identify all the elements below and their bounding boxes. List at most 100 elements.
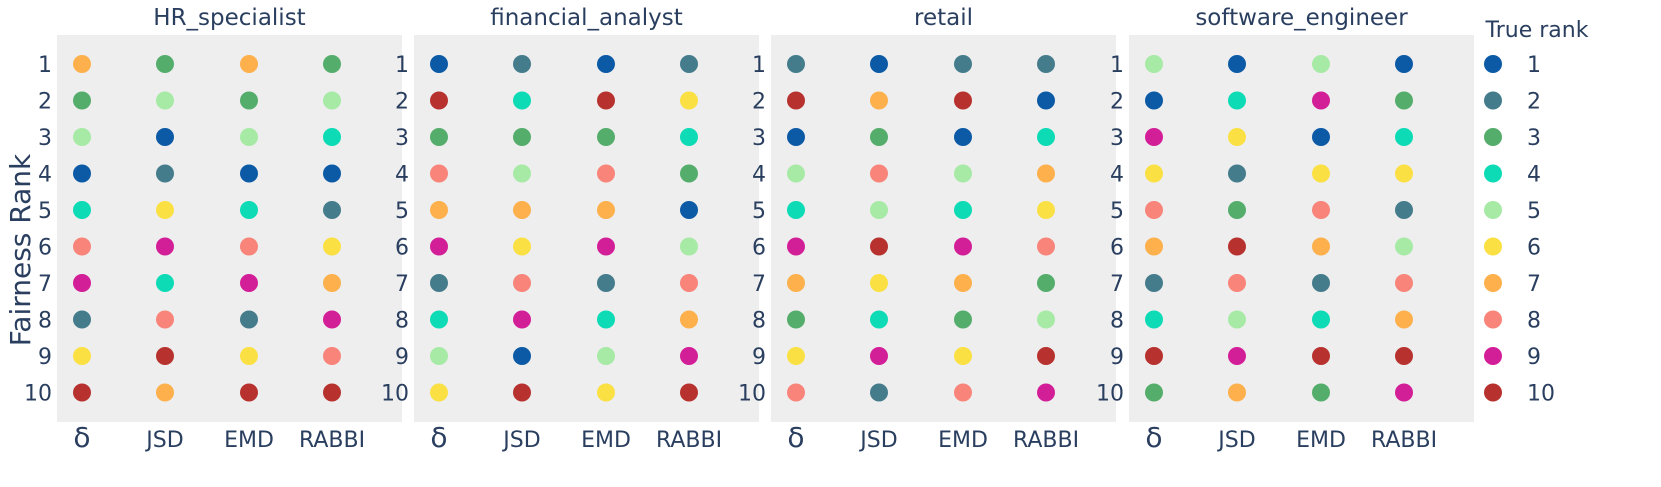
data-point[interactable]: software_engineer JSD: fairness 8, true … xyxy=(1228,310,1246,329)
data-point[interactable]: HR_specialist JSD: fairness 8, true 8 xyxy=(156,310,174,329)
data-point[interactable]: software_engineer JSD: fairness 5, true … xyxy=(1228,201,1246,219)
data-point[interactable]: financial_analyst δ: fairness 6, true 9 xyxy=(430,237,448,256)
legend[interactable]: True rank 1 2 3 4 5 6 7 8 9 10 xyxy=(1484,18,1589,407)
data-point[interactable]: retail JSD: fairness 6, true 10 xyxy=(870,237,888,256)
data-point[interactable]: retail δ: fairness 10, true 8 xyxy=(787,383,805,402)
data-point[interactable]: HR_specialist EMD: fairness 10, true 10 xyxy=(240,383,258,402)
data-point[interactable]: HR_specialist RABBI: fairness 7, true 7 xyxy=(323,274,341,292)
data-point[interactable]: HR_specialist δ: fairness 6, true 8 xyxy=(73,237,91,256)
data-point[interactable]: HR_specialist δ: fairness 9, true 6 xyxy=(73,347,91,365)
data-point[interactable]: financial_analyst JSD: fairness 4, true … xyxy=(513,164,531,183)
data-point[interactable]: HR_specialist δ: fairness 8, true 2 xyxy=(73,310,91,329)
data-point[interactable]: HR_specialist RABBI: fairness 6, true 6 xyxy=(323,237,341,256)
data-point[interactable]: retail δ: fairness 2, true 10 xyxy=(787,91,805,110)
data-point[interactable]: retail δ: fairness 3, true 1 xyxy=(787,128,805,146)
data-point[interactable]: software_engineer JSD: fairness 7, true … xyxy=(1228,274,1246,292)
data-point[interactable]: HR_specialist EMD: fairness 3, true 5 xyxy=(240,128,258,146)
data-point[interactable]: financial_analyst δ: fairness 5, true 7 xyxy=(430,201,448,219)
data-point[interactable]: retail δ: fairness 7, true 7 xyxy=(787,274,805,292)
legend-item[interactable]: 6 xyxy=(1484,236,1541,261)
data-point[interactable]: financial_analyst JSD: fairness 8, true … xyxy=(513,310,531,329)
data-point[interactable]: software_engineer JSD: fairness 9, true … xyxy=(1228,347,1246,365)
legend-item[interactable]: 7 xyxy=(1484,272,1541,297)
data-point[interactable]: financial_analyst δ: fairness 4, true 8 xyxy=(430,164,448,183)
data-point[interactable]: financial_analyst δ: fairness 10, true 6 xyxy=(430,383,448,402)
data-point[interactable]: retail δ: fairness 4, true 5 xyxy=(787,164,805,183)
data-point[interactable]: financial_analyst RABBI: fairness 8, tru… xyxy=(680,310,698,329)
data-point[interactable]: financial_analyst EMD: fairness 9, true … xyxy=(597,347,615,365)
legend-item[interactable]: 5 xyxy=(1484,199,1541,224)
data-point[interactable]: software_engineer EMD: fairness 3, true … xyxy=(1312,128,1330,146)
data-point[interactable]: financial_analyst JSD: fairness 10, true… xyxy=(513,383,531,402)
data-point[interactable]: HR_specialist EMD: fairness 5, true 4 xyxy=(240,201,258,219)
data-point[interactable]: software_engineer JSD: fairness 10, true… xyxy=(1228,383,1246,402)
data-point[interactable]: financial_analyst RABBI: fairness 2, tru… xyxy=(680,91,698,110)
data-point[interactable]: financial_analyst JSD: fairness 2, true … xyxy=(513,91,531,110)
data-point[interactable]: software_engineer δ: fairness 4, true 6 xyxy=(1145,164,1163,183)
data-point[interactable]: financial_analyst δ: fairness 8, true 4 xyxy=(430,310,448,329)
data-point[interactable]: software_engineer δ: fairness 2, true 1 xyxy=(1145,91,1163,110)
data-point[interactable]: software_engineer EMD: fairness 2, true … xyxy=(1312,91,1330,110)
data-point[interactable]: software_engineer EMD: fairness 7, true … xyxy=(1312,274,1330,292)
data-point[interactable]: HR_specialist JSD: fairness 3, true 1 xyxy=(156,128,174,146)
data-point[interactable]: retail RABBI: fairness 9, true 10 xyxy=(1037,347,1055,365)
data-point[interactable]: HR_specialist RABBI: fairness 8, true 9 xyxy=(323,310,341,329)
data-point[interactable]: HR_specialist RABBI: fairness 10, true 1… xyxy=(323,383,341,402)
data-point[interactable]: retail EMD: fairness 2, true 10 xyxy=(954,91,972,110)
data-point[interactable]: HR_specialist JSD: fairness 9, true 10 xyxy=(156,347,174,365)
data-point[interactable]: retail JSD: fairness 5, true 5 xyxy=(870,201,888,219)
data-point[interactable]: retail RABBI: fairness 4, true 7 xyxy=(1037,164,1055,183)
data-point[interactable]: HR_specialist EMD: fairness 8, true 2 xyxy=(240,310,258,329)
data-point[interactable]: HR_specialist EMD: fairness 9, true 6 xyxy=(240,347,258,365)
data-point[interactable]: financial_analyst RABBI: fairness 7, tru… xyxy=(680,274,698,292)
data-point[interactable]: financial_analyst JSD: fairness 1, true … xyxy=(513,55,531,73)
data-point[interactable]: financial_analyst JSD: fairness 9, true … xyxy=(513,347,531,365)
data-point[interactable]: software_engineer EMD: fairness 9, true … xyxy=(1312,347,1330,365)
data-point[interactable]: HR_specialist EMD: fairness 7, true 9 xyxy=(240,274,258,292)
data-point[interactable]: HR_specialist JSD: fairness 7, true 4 xyxy=(156,274,174,292)
data-point[interactable]: retail JSD: fairness 9, true 9 xyxy=(870,347,888,365)
data-point[interactable]: retail JSD: fairness 8, true 4 xyxy=(870,310,888,329)
data-point[interactable]: software_engineer EMD: fairness 1, true … xyxy=(1312,55,1330,73)
data-point[interactable]: retail JSD: fairness 2, true 7 xyxy=(870,91,888,110)
data-point[interactable]: software_engineer RABBI: fairness 3, tru… xyxy=(1395,128,1413,146)
data-point[interactable]: software_engineer δ: fairness 3, true 9 xyxy=(1145,128,1163,146)
data-point[interactable]: HR_specialist δ: fairness 1, true 7 xyxy=(73,55,91,73)
data-point[interactable]: software_engineer EMD: fairness 5, true … xyxy=(1312,201,1330,219)
data-point[interactable]: software_engineer RABBI: fairness 9, tru… xyxy=(1395,347,1413,365)
data-point[interactable]: retail δ: fairness 1, true 2 xyxy=(787,55,805,73)
data-point[interactable]: financial_analyst EMD: fairness 7, true … xyxy=(597,274,615,292)
data-point[interactable]: retail EMD: fairness 5, true 4 xyxy=(954,201,972,219)
data-point[interactable]: retail JSD: fairness 1, true 1 xyxy=(870,55,888,73)
data-point[interactable]: financial_analyst EMD: fairness 4, true … xyxy=(597,164,615,183)
data-point[interactable]: software_engineer δ: fairness 7, true 2 xyxy=(1145,274,1163,292)
data-point[interactable]: retail RABBI: fairness 3, true 4 xyxy=(1037,128,1055,146)
data-point[interactable]: HR_specialist RABBI: fairness 1, true 3 xyxy=(323,55,341,73)
data-point[interactable]: financial_analyst EMD: fairness 3, true … xyxy=(597,128,615,146)
data-point[interactable]: HR_specialist EMD: fairness 4, true 1 xyxy=(240,164,258,183)
data-point[interactable]: HR_specialist RABBI: fairness 3, true 4 xyxy=(323,128,341,146)
data-point[interactable]: retail δ: fairness 6, true 9 xyxy=(787,237,805,256)
data-point[interactable]: retail EMD: fairness 4, true 5 xyxy=(954,164,972,183)
data-point[interactable]: financial_analyst EMD: fairness 5, true … xyxy=(597,201,615,219)
data-point[interactable]: HR_specialist EMD: fairness 2, true 3 xyxy=(240,91,258,110)
data-point[interactable]: financial_analyst RABBI: fairness 10, tr… xyxy=(680,383,698,402)
data-point[interactable]: financial_analyst δ: fairness 7, true 2 xyxy=(430,274,448,292)
data-point[interactable]: software_engineer EMD: fairness 10, true… xyxy=(1312,383,1330,402)
data-point[interactable]: HR_specialist δ: fairness 7, true 9 xyxy=(73,274,91,292)
data-point[interactable]: software_engineer δ: fairness 10, true 3 xyxy=(1145,383,1163,402)
data-point[interactable]: HR_specialist δ: fairness 5, true 4 xyxy=(73,201,91,219)
data-point[interactable]: financial_analyst JSD: fairness 6, true … xyxy=(513,237,531,256)
data-point[interactable]: financial_analyst RABBI: fairness 3, tru… xyxy=(680,128,698,146)
data-point[interactable]: software_engineer RABBI: fairness 2, tru… xyxy=(1395,91,1413,110)
data-point[interactable]: software_engineer JSD: fairness 2, true … xyxy=(1228,91,1246,110)
data-point[interactable]: software_engineer δ: fairness 9, true 10 xyxy=(1145,347,1163,365)
data-point[interactable]: HR_specialist JSD: fairness 6, true 9 xyxy=(156,237,174,256)
data-point[interactable]: HR_specialist RABBI: fairness 2, true 5 xyxy=(323,91,341,110)
data-point[interactable]: retail RABBI: fairness 5, true 6 xyxy=(1037,201,1055,219)
data-point[interactable]: financial_analyst JSD: fairness 3, true … xyxy=(513,128,531,146)
data-point[interactable]: financial_analyst δ: fairness 9, true 5 xyxy=(430,347,448,365)
legend-item[interactable]: 2 xyxy=(1484,90,1541,115)
data-point[interactable]: software_engineer RABBI: fairness 1, tru… xyxy=(1395,55,1413,73)
data-point[interactable]: software_engineer RABBI: fairness 7, tru… xyxy=(1395,274,1413,292)
